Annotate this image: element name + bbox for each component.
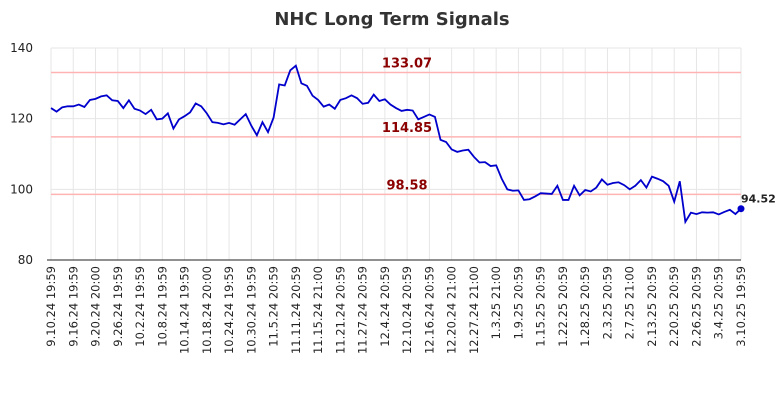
x-tick-label: 1.9.25 20:59 — [511, 266, 525, 339]
x-tick-label: 10.14.24 19:59 — [178, 266, 192, 354]
y-tick-label: 120 — [10, 112, 33, 126]
x-tick-label: 9.20.24 20:00 — [89, 266, 103, 347]
x-tick-label: 11.21.24 20:59 — [333, 266, 347, 354]
x-tick-label: 12.10.24 20:59 — [400, 266, 414, 354]
chart-title: NHC Long Term Signals — [274, 9, 509, 30]
x-tick-label: 9.16.24 19:59 — [66, 266, 80, 347]
x-tick-label: 2.20.25 20:59 — [667, 266, 681, 347]
y-tick-label: 100 — [10, 182, 33, 196]
x-tick-label: 11.27.24 20:59 — [356, 266, 370, 354]
x-tick-label: 11.11.24 20:59 — [289, 266, 303, 354]
x-tick-label: 12.27.24 21:00 — [467, 266, 481, 354]
x-tick-label: 2.3.25 20:59 — [600, 266, 614, 339]
x-tick-label: 1.15.25 20:59 — [534, 266, 548, 347]
x-tick-label: 2.7.25 21:00 — [623, 266, 637, 339]
last-value-label: 94.52 — [741, 193, 776, 206]
x-tick-label: 3.4.25 20:59 — [712, 266, 726, 339]
x-tick-label: 9.10.24 19:59 — [44, 266, 58, 347]
y-tick-label: 140 — [10, 41, 33, 55]
x-tick-label: 10.8.24 19:59 — [155, 266, 169, 347]
x-tick-label: 10.18.24 20:00 — [200, 266, 214, 354]
x-tick-label: 12.20.24 21:00 — [445, 266, 459, 354]
x-tick-label: 1.22.25 20:59 — [556, 266, 570, 347]
x-tick-label: 2.26.25 20:59 — [689, 266, 703, 347]
x-tick-label: 10.24.24 19:59 — [222, 266, 236, 354]
x-tick-label: 9.26.24 19:59 — [111, 266, 125, 347]
reference-label: 114.85 — [382, 121, 432, 136]
reference-label: 133.07 — [382, 56, 432, 71]
line — [50, 64, 742, 225]
x-tick-label: 11.15.24 21:00 — [311, 266, 325, 354]
x-tick-label: 1.28.25 20:59 — [578, 266, 592, 347]
reference-label: 98.58 — [386, 178, 427, 193]
x-tick-label: 10.2.24 19:59 — [133, 266, 147, 347]
x-tick-label: 12.16.24 20:59 — [422, 266, 436, 354]
x-tick-label: 12.4.24 20:59 — [378, 266, 392, 347]
x-tick-label: 10.30.24 19:59 — [244, 266, 258, 354]
x-tick-label: 11.5.24 20:59 — [267, 266, 281, 347]
last-point — [737, 205, 745, 213]
x-tick-label: 1.3.25 21:00 — [489, 266, 503, 339]
x-tick-label: 2.13.25 20:59 — [645, 266, 659, 347]
x-tick-label: 3.10.25 19:59 — [734, 266, 748, 347]
y-tick-label: 80 — [18, 253, 33, 267]
